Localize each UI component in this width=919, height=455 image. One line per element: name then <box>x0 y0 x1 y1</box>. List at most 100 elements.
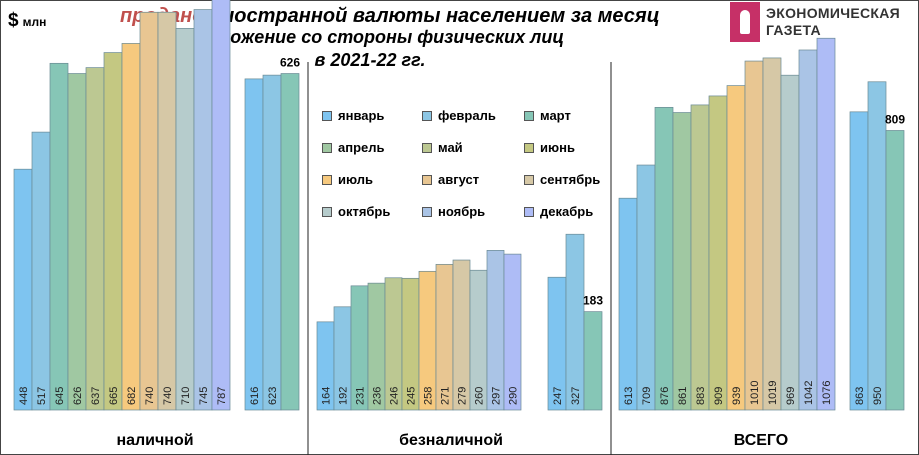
bar-1-2021-8 <box>139 11 159 411</box>
panel-title-3: ВСЕГО <box>734 432 788 449</box>
legend-item: июнь <box>524 140 575 155</box>
value-label-3-2021-5: 883 <box>695 387 707 405</box>
bar-3-2021-4 <box>672 112 692 411</box>
bar-1-2021-3 <box>49 62 69 411</box>
legend-label: март <box>540 108 571 123</box>
value-label-3-2021-7: 939 <box>731 387 743 405</box>
value-label-1-2021-11: 745 <box>198 387 210 405</box>
bar-3-2022-1 <box>849 111 869 411</box>
bar-1-2021-12 <box>211 0 231 411</box>
bar-3-2021-10 <box>780 74 800 411</box>
value-label-1-2021-7: 682 <box>126 387 138 405</box>
bar-3-2021-11 <box>798 49 818 411</box>
legend-label: август <box>438 172 480 187</box>
value-label-1-2021-9: 740 <box>162 387 174 405</box>
value-label-2-2021-12: 290 <box>508 387 520 405</box>
logo-line2: ГАЗЕТА <box>766 22 821 38</box>
legend-swatch <box>422 206 432 217</box>
legend-item: август <box>422 172 479 187</box>
legend-item: октябрь <box>322 204 390 219</box>
bar-2-2021-12 <box>503 253 522 411</box>
value-label-3-2021-3: 876 <box>659 387 671 405</box>
legend-swatch <box>322 174 332 185</box>
bar-3-2021-2 <box>636 164 656 411</box>
legend-label: июнь <box>540 140 575 155</box>
legend-label: апрель <box>338 140 385 155</box>
value-label-3-2021-6: 909 <box>713 387 725 405</box>
bar-3-2021-9 <box>762 57 782 411</box>
bar-3-2021-3 <box>654 106 674 411</box>
legend-swatch <box>524 174 534 185</box>
legend-item: сентябрь <box>524 172 600 187</box>
value-label-3-2021-1: 613 <box>623 387 635 405</box>
value-label-3-2021-2: 709 <box>641 387 653 405</box>
value-label-1-2021-12: 787 <box>216 387 228 405</box>
title-rest: иностранной валюты населением за месяц <box>204 5 660 27</box>
month-legend: январь февраль март апрель май июнь июль август… <box>322 108 612 238</box>
bar-2-2022-2 <box>565 233 585 411</box>
bar-2-2021-11 <box>486 250 505 411</box>
legend-item: апрель <box>322 140 385 155</box>
value-label-3-2022-2: 950 <box>872 387 884 405</box>
bar-1-2021-11 <box>193 9 213 411</box>
bar-3-2022-3 <box>885 130 905 411</box>
legend-swatch <box>524 142 534 153</box>
value-label-2-2021-1: 164 <box>321 387 333 405</box>
legend-item: июль <box>322 172 373 187</box>
value-label-2-2021-4: 236 <box>372 387 384 405</box>
logo-mark-icon <box>730 2 760 42</box>
bar-1-2021-5 <box>85 67 105 411</box>
logo-line1: ЭКОНОМИЧЕСКАЯ <box>766 5 901 21</box>
legend-label: декабрь <box>540 204 594 219</box>
legend-swatch <box>422 142 432 153</box>
legend-label: июль <box>338 172 374 187</box>
bar-1-2021-10 <box>175 28 195 411</box>
legend-item: февраль <box>422 108 496 123</box>
chart-period: в 2021-22 гг. <box>314 50 426 70</box>
value-label-3-2021-11: 1042 <box>803 381 815 405</box>
value-label-3-2021-9: 1019 <box>767 381 779 405</box>
bar-3-2021-5 <box>690 104 710 411</box>
legend-item: январь <box>322 108 384 123</box>
legend-item: декабрь <box>524 204 593 219</box>
legend-label: январь <box>338 108 385 123</box>
legend-item: март <box>524 108 571 123</box>
bar-3-2021-8 <box>744 60 764 411</box>
bar-1-2021-4 <box>67 73 87 411</box>
legend-item: ноябрь <box>422 204 485 219</box>
value-label-2-2021-10: 260 <box>474 387 486 405</box>
bar-1-2021-1 <box>13 168 33 411</box>
value-label-2-2021-5: 246 <box>389 387 401 405</box>
unit-scale: млн <box>22 15 47 29</box>
legend-label: октябрь <box>338 204 391 219</box>
value-label-3-2021-12: 1076 <box>821 381 833 405</box>
legend-swatch <box>524 110 534 121</box>
value-label-1-2021-6: 665 <box>108 387 120 405</box>
value-label-2-2021-7: 258 <box>423 387 435 405</box>
bar-3-2021-12 <box>816 37 836 411</box>
legend-label: ноябрь <box>438 204 486 219</box>
value-label-1-2021-3: 645 <box>54 387 66 405</box>
value-label-1-2021-8: 740 <box>144 387 156 405</box>
publisher-logo: ЭКОНОМИЧЕСКАЯ ГАЗЕТА <box>730 2 916 42</box>
bar-2-2022-3 <box>583 311 603 411</box>
legend-swatch <box>422 174 432 185</box>
value-label-1-2021-5: 637 <box>90 387 102 405</box>
value-label-2-2022-2: 327 <box>570 387 582 405</box>
value-label-2-2021-9: 279 <box>457 387 469 405</box>
value-label-2-2021-2: 192 <box>338 387 350 405</box>
legend-swatch <box>322 206 332 217</box>
bar-1-2022-1 <box>244 78 264 411</box>
value-label-3-2022-1: 863 <box>854 387 866 405</box>
legend-label: май <box>438 140 463 155</box>
value-label-2-2022-1: 247 <box>552 387 564 405</box>
bar-3-2021-7 <box>726 85 746 411</box>
bar-1-2021-2 <box>31 131 51 411</box>
bar-1-2021-7 <box>121 43 141 411</box>
value-label-3-2021-8: 1010 <box>749 381 761 405</box>
legend-label: февраль <box>438 108 496 123</box>
legend-item: май <box>422 140 463 155</box>
value-label-2-2021-6: 245 <box>406 387 418 405</box>
